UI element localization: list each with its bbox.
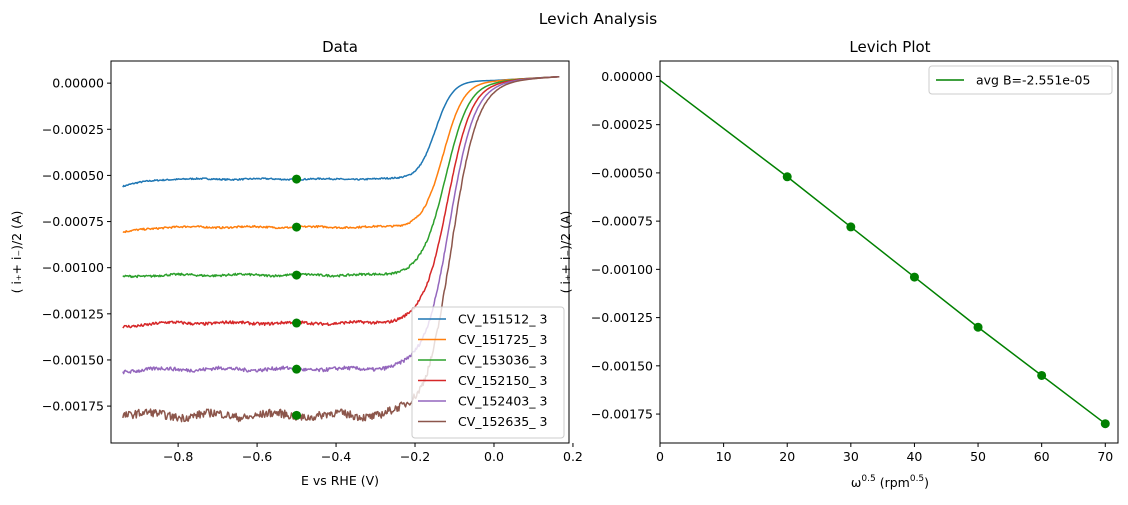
data-plot-frame (110, 60, 570, 444)
data-plot-x-label: E vs RHE (V) (301, 473, 379, 488)
levich-plot-x-label: ω0.5 (rpm0.5) (851, 474, 929, 490)
legend-label-2: CV_153036_ 3 (458, 353, 547, 368)
levich-plot-y-tick-label: −0.00175 (591, 407, 653, 422)
series-line-0 (122, 75, 560, 188)
legend-label-3: CV_152150_ 3 (458, 373, 547, 388)
data-marker-3 (292, 318, 302, 328)
data-plot-y-tick-label: −0.00025 (42, 122, 104, 137)
data-plot-legend: CV_151512_ 3 CV_151725_ 3 CV_153036_ 3 CV_1… (411, 306, 565, 439)
levich-plot-fit-line-group (659, 79, 1106, 425)
levich-plot-points (782, 172, 1110, 429)
levich-plot-x-tick-label: 20 (779, 449, 795, 464)
levich-plot-y-tick-label: −0.00025 (591, 117, 653, 132)
data-plot-y-tick-label: −0.00125 (42, 306, 104, 321)
data-marker-2 (292, 270, 302, 280)
levich-plot-y-ticks: 0.00000 −0.00025 −0.00050 −0.00075 −0.00100 −… (591, 69, 660, 422)
levich-plot-x-tick-label: 30 (843, 449, 859, 464)
data-marker-4 (292, 364, 302, 374)
data-plot-y-tick-label: −0.00150 (42, 352, 104, 367)
levich-plot-x-tick-label: 10 (716, 449, 732, 464)
levich-plot-y-tick-label: −0.00050 (591, 165, 653, 180)
levich-plot-y-tick-label: −0.00150 (591, 358, 653, 373)
data-marker-0 (292, 174, 302, 184)
data-plot: Data −0.8 −0.6 −0.4 −0.2 0.0 0.2 0.00000 −0.00… (9, 38, 583, 488)
levich-plot-y-tick-label: −0.00075 (591, 214, 653, 229)
levich-plot: Levich Plot 0 10 20 30 40 50 60 70 0.00000 −0.00… (558, 38, 1119, 490)
data-plot-y-tick-label: −0.00075 (42, 214, 104, 229)
data-plot-x-tick-label: −0.2 (400, 449, 430, 464)
data-plot-markers (292, 174, 302, 420)
legend-label-0: CV_151512_ 3 (458, 312, 547, 327)
levich-point-2 (909, 272, 919, 282)
series-line-1 (122, 75, 560, 234)
data-plot-x-tick-label: 0.2 (563, 449, 583, 464)
levich-point-1 (846, 222, 856, 232)
levich-plot-frame (659, 60, 1119, 444)
levich-plot-y-tick-label: 0.00000 (601, 69, 653, 84)
figure-suptitle: Levich Analysis (539, 10, 658, 28)
levich-plot-x-tick-label: 60 (1034, 449, 1050, 464)
legend-label-1: CV_151725_ 3 (458, 332, 547, 347)
data-plot-y-label: ( i₊+ i₋)/2 (A) (9, 211, 24, 294)
levich-plot-x-tick-label: 0 (656, 449, 664, 464)
levich-point-0 (782, 172, 792, 182)
data-plot-y-tick-label: −0.00100 (42, 260, 104, 275)
data-plot-x-tick-label: −0.4 (321, 449, 351, 464)
series-line-4 (122, 75, 560, 375)
data-plot-y-ticks: 0.00000 −0.00025 −0.00050 −0.00075 −0.00100 −… (42, 76, 111, 414)
legend-label-4: CV_152403_ 3 (458, 394, 547, 409)
levich-plot-title: Levich Plot (849, 38, 930, 56)
data-plot-x-tick-label: 0.0 (484, 449, 504, 464)
data-plot-legend-box (411, 306, 565, 439)
levich-plot-legend-box (928, 65, 1113, 95)
data-plot-y-tick-label: −0.00175 (42, 399, 104, 414)
levich-plot-x-tick-label: 40 (906, 449, 922, 464)
series-line-3 (122, 75, 560, 329)
levich-legend-label: avg B=-2.551e-05 (976, 73, 1090, 88)
data-plot-x-tick-label: −0.6 (242, 449, 272, 464)
data-plot-x-tick-label: −0.8 (163, 449, 193, 464)
levich-plot-x-tick-label: 50 (970, 449, 986, 464)
levich-plot-y-tick-label: −0.00100 (591, 262, 653, 277)
series-line-2 (122, 75, 560, 279)
data-plot-title: Data (322, 38, 358, 56)
levich-point-5 (1100, 419, 1110, 429)
levich-plot-legend: avg B=-2.551e-05 (928, 65, 1113, 95)
legend-label-5: CV_152635_ 3 (458, 414, 547, 429)
data-plot-x-ticks: −0.8 −0.6 −0.4 −0.2 0.0 0.2 (163, 443, 583, 464)
levich-plot-y-label: ( i₊+ i₋)/2 (A) (558, 211, 573, 294)
levich-plot-y-tick-label: −0.00125 (591, 310, 653, 325)
data-plot-y-tick-label: 0.00000 (52, 76, 104, 91)
levich-plot-x-tick-label: 70 (1097, 449, 1113, 464)
levich-plot-x-ticks: 0 10 20 30 40 50 60 70 (656, 443, 1113, 464)
levich-point-3 (973, 322, 983, 332)
data-plot-y-tick-label: −0.00050 (42, 168, 104, 183)
levich-fit-line (659, 79, 1106, 425)
data-plot-lines (122, 75, 560, 423)
levich-point-4 (1037, 370, 1047, 380)
data-marker-5 (292, 410, 302, 420)
data-marker-1 (292, 222, 302, 232)
series-line-5 (122, 76, 560, 423)
